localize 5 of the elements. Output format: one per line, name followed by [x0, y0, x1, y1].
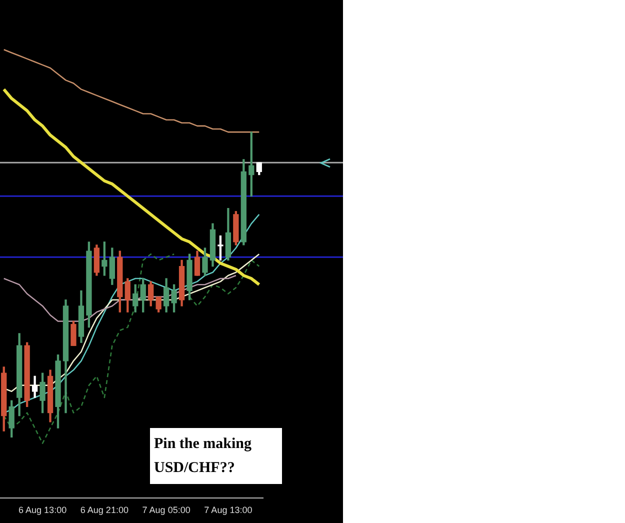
annotation: Pin the making USD/CHF??	[150, 428, 282, 484]
x-tick-label: 7 Aug 13:00	[204, 505, 252, 516]
x-tick-label: 7 Aug 05:00	[142, 505, 190, 516]
x-tick-label: 6 Aug 21:00	[80, 505, 128, 516]
x-tick-label: 6 Aug 13:00	[18, 505, 67, 516]
